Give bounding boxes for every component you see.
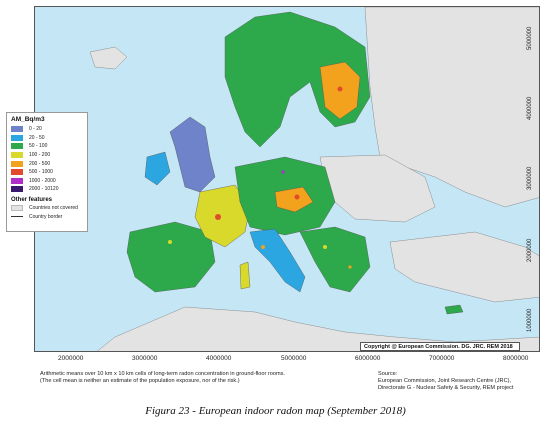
note-line: (The cell mean is neither an estimate of… <box>40 378 240 384</box>
legend-label: 1000 - 2000 <box>29 177 56 184</box>
x-tick-label: 3000000 <box>132 355 158 362</box>
legend-classes: 0 - 20 20 - 50 50 - 100 100 - 200 200 - 500 5… <box>11 125 83 194</box>
map-source: Source: European Commission, Joint Resea… <box>378 371 513 392</box>
legend-swatch <box>11 134 23 141</box>
y-tick-label: 2000000 <box>527 238 533 262</box>
x-tick-label: 2000000 <box>58 355 84 362</box>
legend-row-not-covered: Countries not covered <box>11 204 83 213</box>
legend-swatch <box>11 177 23 184</box>
legend-other-title: Other features <box>11 196 53 203</box>
legend-swatch <box>11 143 23 150</box>
y-tick-label: 3000000 <box>527 166 533 190</box>
legend-title: AM_Bq/m3 <box>11 116 45 123</box>
legend-row: 100 - 200 <box>11 151 83 160</box>
x-tick-label: 4000000 <box>206 355 232 362</box>
legend-label: 100 - 200 <box>29 152 51 159</box>
y-tick-label: 1000000 <box>527 308 533 332</box>
land-not-covered <box>89 7 539 351</box>
map-canvas <box>89 7 539 351</box>
x-tick-label: 7000000 <box>429 355 455 362</box>
legend-row-border: Country border <box>11 212 83 221</box>
legend-row: 500 - 1000 <box>11 168 83 177</box>
figure-caption: Figura 23 - European indoor radon map (S… <box>145 405 406 417</box>
legend-row: 1000 - 2000 <box>11 177 83 186</box>
y-tick-label: 4000000 <box>527 96 533 120</box>
legend-row: 50 - 100 <box>11 142 83 151</box>
legend-swatch <box>11 186 23 193</box>
legend-label: 200 - 500 <box>29 160 51 167</box>
legend-row: 0 - 20 <box>11 125 83 134</box>
legend-line <box>11 216 23 218</box>
legend-row: 200 - 500 <box>11 159 83 168</box>
x-tick-label: 5000000 <box>281 355 307 362</box>
radon-hotspots <box>168 86 352 269</box>
legend-row: 20 - 50 <box>11 134 83 143</box>
legend-swatch <box>11 169 23 176</box>
legend-label: 0 - 20 <box>29 126 42 133</box>
copyright-box: Copyright @ European Commission. DG. JRC… <box>360 342 520 351</box>
land-covered <box>126 11 464 315</box>
legend-swatch <box>11 152 23 159</box>
map-note: Arithmetic means over 10 km x 10 km cell… <box>40 371 285 385</box>
legend-label: 500 - 1000 <box>29 169 53 176</box>
map-legend: AM_Bq/m3 0 - 20 20 - 50 50 - 100 100 - 200 2… <box>6 112 88 232</box>
legend-row: 2000 - 10120 <box>11 185 83 194</box>
legend-label: Country border <box>29 213 63 220</box>
legend-label: 20 - 50 <box>29 134 45 141</box>
source-line: Source: <box>378 371 398 377</box>
note-line: Arithmetic means over 10 km x 10 km cell… <box>40 371 285 377</box>
radon-map <box>34 6 540 352</box>
legend-swatch <box>11 126 23 133</box>
legend-label: 2000 - 10120 <box>29 186 59 193</box>
legend-swatch <box>11 205 23 212</box>
legend-label: 50 - 100 <box>29 143 48 150</box>
legend-label: Countries not covered <box>29 205 78 212</box>
source-line: Directorate G - Nuclear Safety & Securit… <box>378 385 514 391</box>
legend-swatch <box>11 160 23 167</box>
source-line: European Commission, Joint Research Cent… <box>378 378 512 384</box>
x-tick-label: 8000000 <box>503 355 529 362</box>
y-tick-label: 5000000 <box>527 26 533 50</box>
x-tick-label: 6000000 <box>355 355 381 362</box>
